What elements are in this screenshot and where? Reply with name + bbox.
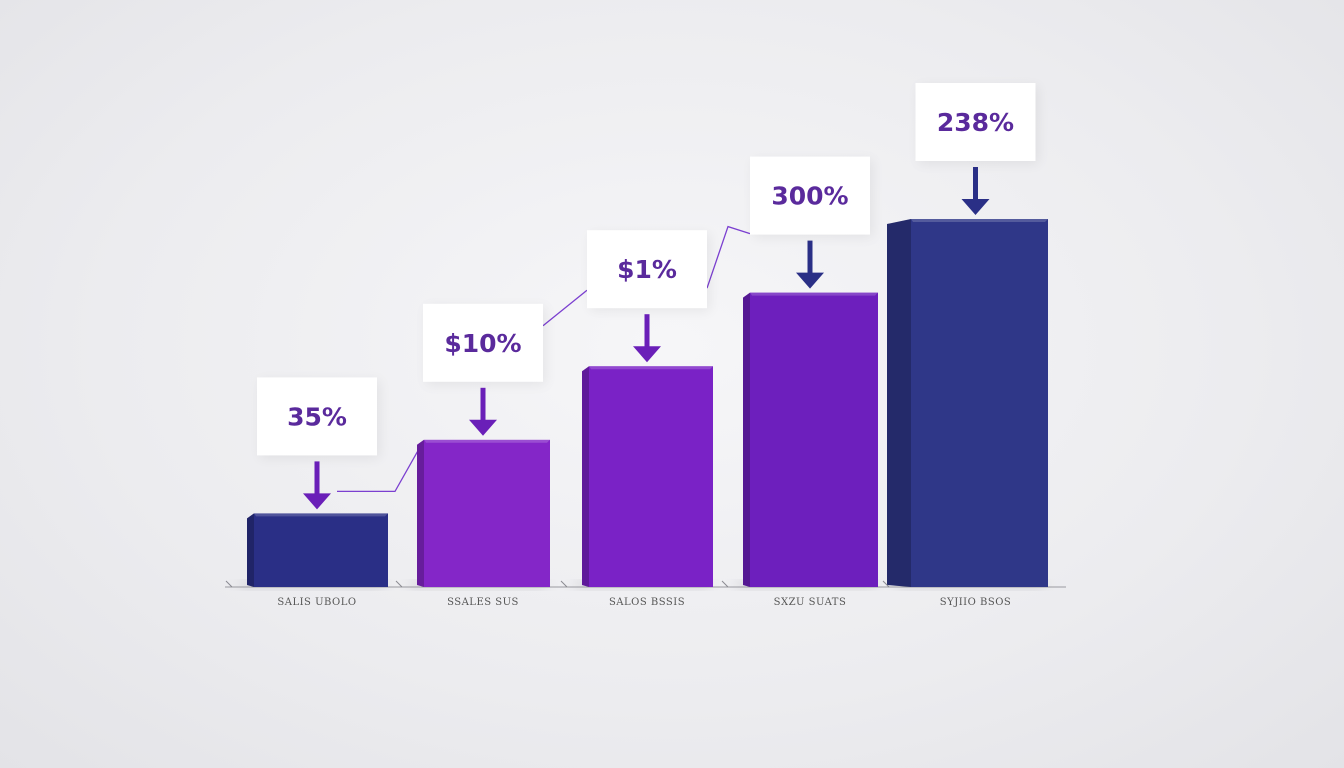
data-label: 238% <box>937 108 1014 137</box>
callout-box <box>423 303 543 382</box>
bar-top <box>589 366 713 370</box>
trend-segment <box>706 225 751 289</box>
bar-top <box>254 513 388 517</box>
data-label: 35% <box>287 402 347 431</box>
tick-mark <box>560 580 568 588</box>
bar-top <box>424 439 550 443</box>
callouts-group: 35% $10% $1% 300% 238% <box>257 83 1039 510</box>
callout-box <box>257 377 377 456</box>
bar-2 <box>417 439 550 587</box>
bar-side <box>743 292 750 587</box>
tick-mark <box>395 580 403 588</box>
data-label: $1% <box>617 255 677 284</box>
tick-mark <box>721 580 729 588</box>
tick-mark <box>882 580 890 588</box>
trend-segment <box>337 441 424 493</box>
callout-box <box>750 156 870 235</box>
category-label: SALOS BSSIS <box>609 597 685 608</box>
bar-front <box>750 292 878 587</box>
bar-side-shade <box>582 366 589 587</box>
bar-5 <box>887 219 1048 587</box>
down-arrow-icon <box>796 240 824 289</box>
bar-front <box>589 366 713 587</box>
bar-top <box>750 292 878 296</box>
bar-front <box>911 219 1048 587</box>
category-label: SSALES SUS <box>447 597 519 608</box>
bar-side-shade <box>417 439 424 587</box>
trend-segment <box>542 289 588 327</box>
down-arrow-icon <box>303 461 331 510</box>
bar-side <box>417 439 424 587</box>
bar-front <box>254 513 388 587</box>
bars-group <box>247 219 1048 587</box>
bar-side <box>887 219 911 587</box>
callout-5: 238% <box>915 83 1039 215</box>
callout-2: $10% <box>423 303 546 436</box>
tick-mark <box>225 580 233 588</box>
callout-1: 35% <box>257 377 380 510</box>
data-label: 300% <box>771 182 848 211</box>
bar-front <box>424 439 550 587</box>
bar-side-shade <box>247 513 254 587</box>
callout-3: $1% <box>587 230 710 363</box>
data-label: $10% <box>444 329 521 358</box>
trend-line <box>337 225 751 493</box>
category-label: SXZU SUATS <box>774 597 847 608</box>
bar-side-shade <box>743 292 750 587</box>
bar-4 <box>743 292 878 587</box>
bar-3 <box>582 366 713 587</box>
down-arrow-icon <box>961 167 990 215</box>
callout-box <box>587 230 707 309</box>
bar-1 <box>247 513 388 587</box>
bar-side-shade <box>887 219 911 587</box>
category-labels-group: SALIS UBOLO SSALES SUS SALOS BSSIS SXZU SUA… <box>225 580 1012 608</box>
down-arrow-icon <box>633 314 661 363</box>
down-arrow-icon <box>469 387 497 436</box>
category-label: SALIS UBOLO <box>277 597 356 608</box>
callout-4: 300% <box>750 156 873 289</box>
bar-side <box>247 513 254 587</box>
bar-top <box>911 219 1048 222</box>
category-label: SYJIIO BSOS <box>940 597 1012 608</box>
callout-box <box>915 83 1036 161</box>
bar-side <box>582 366 589 587</box>
